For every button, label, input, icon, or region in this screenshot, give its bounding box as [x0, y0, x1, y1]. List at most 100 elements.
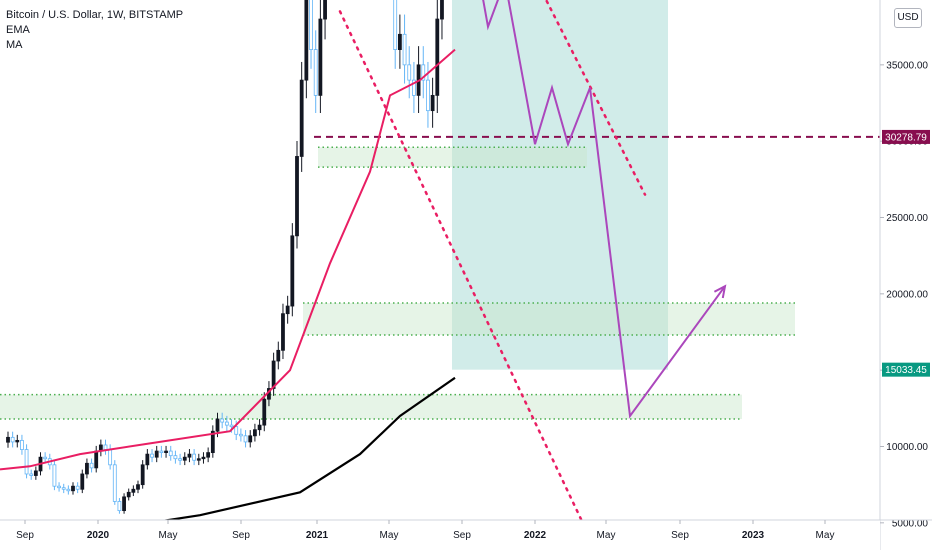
- chart-title: Bitcoin / U.S. Dollar, 1W, BITSTAMP: [6, 9, 184, 21]
- candle-body: [117, 501, 122, 512]
- candle: [33, 466, 38, 480]
- candle-body: [108, 449, 113, 466]
- currency-button[interactable]: USD: [894, 8, 922, 28]
- support-zone: [318, 146, 587, 168]
- ema-line: [0, 48, 456, 471]
- candle: [430, 77, 435, 128]
- candle-body: [304, 0, 309, 81]
- candle-body: [257, 424, 262, 431]
- candle-body: [136, 484, 140, 490]
- price-tag-bg: [882, 362, 930, 377]
- candle: [253, 423, 257, 442]
- candle-body: [178, 458, 182, 461]
- candle-body: [89, 462, 94, 469]
- candle: [402, 14, 407, 84]
- candle: [61, 483, 66, 494]
- candle-body: [220, 418, 225, 423]
- candle: [435, 0, 440, 114]
- candle: [412, 61, 416, 114]
- x-tick-label: Sep: [453, 530, 471, 541]
- candle-body: [154, 450, 159, 458]
- candle: [24, 444, 29, 479]
- x-tick-label: 2023: [742, 530, 765, 541]
- candle: [173, 450, 178, 464]
- candle-body: [192, 453, 197, 461]
- y-tick-label: 35000.00: [886, 60, 928, 71]
- y-tick-label: 25000.00: [886, 213, 928, 224]
- candle-body: [412, 79, 416, 96]
- support-zone: [303, 302, 795, 336]
- candle: [140, 460, 145, 489]
- candle: [257, 419, 262, 436]
- candle: [313, 30, 318, 114]
- x-tick-label: May: [159, 530, 178, 541]
- candle-body: [33, 470, 38, 476]
- candle-body: [206, 452, 211, 458]
- candle-body: [238, 433, 243, 437]
- candle: [196, 453, 201, 466]
- candle: [122, 493, 126, 514]
- candle: [276, 341, 281, 370]
- candle: [178, 453, 182, 466]
- candle-body: [440, 0, 444, 20]
- price-tag: 15033.45: [882, 362, 930, 377]
- x-tick-label: May: [597, 530, 616, 541]
- candle: [285, 295, 290, 324]
- candle-body: [285, 305, 290, 315]
- candle: [94, 445, 99, 473]
- candle-body: [234, 426, 239, 435]
- candle-body: [426, 79, 430, 112]
- candle-body: [66, 488, 71, 492]
- candle: [220, 412, 225, 429]
- candle-body: [318, 18, 323, 96]
- price-tag-bg: [882, 129, 930, 144]
- candle-body: [15, 439, 20, 443]
- x-tick-label: May: [380, 530, 399, 541]
- candle-body: [323, 0, 327, 20]
- candle-body: [112, 464, 117, 502]
- price-tag-label: 15033.45: [885, 365, 927, 376]
- x-tick-label: Sep: [232, 530, 250, 541]
- candle: [304, 0, 309, 99]
- candle: [52, 460, 57, 491]
- candle-body: [29, 473, 34, 476]
- legend-ema[interactable]: EMA: [6, 24, 30, 36]
- support-zone-fill: [0, 394, 742, 420]
- candles: [6, 0, 444, 514]
- price-tag-label: 30278.79: [885, 132, 927, 143]
- price-tag: 30278.79: [882, 129, 930, 144]
- candle: [145, 449, 150, 470]
- candle: [299, 61, 304, 172]
- candle-body: [43, 456, 48, 460]
- candle-body: [243, 435, 248, 443]
- candle-body: [435, 18, 440, 96]
- candle: [243, 430, 248, 448]
- candle: [201, 452, 206, 464]
- candle-body: [61, 487, 66, 490]
- candle-body: [10, 436, 15, 443]
- candle-body: [224, 421, 229, 426]
- candle: [108, 444, 113, 470]
- candle-body: [75, 485, 80, 490]
- x-tick-label: Sep: [671, 530, 689, 541]
- candle-body: [145, 453, 150, 466]
- legend-ma[interactable]: MA: [6, 39, 23, 51]
- candle: [164, 445, 168, 458]
- candle-body: [215, 418, 220, 432]
- candle-body: [262, 398, 267, 426]
- candle-body: [402, 33, 407, 66]
- candle-body: [52, 464, 57, 487]
- candle: [6, 431, 10, 448]
- candle: [29, 469, 34, 480]
- x-tick-label: May: [816, 530, 835, 541]
- y-tick-label: 5000.00: [892, 518, 929, 529]
- candle-body: [126, 491, 131, 498]
- candle: [224, 415, 229, 432]
- price-scale-bg: [880, 0, 932, 550]
- candle: [20, 434, 24, 455]
- candle-body: [299, 79, 304, 157]
- candle: [154, 445, 159, 463]
- candle: [75, 482, 80, 494]
